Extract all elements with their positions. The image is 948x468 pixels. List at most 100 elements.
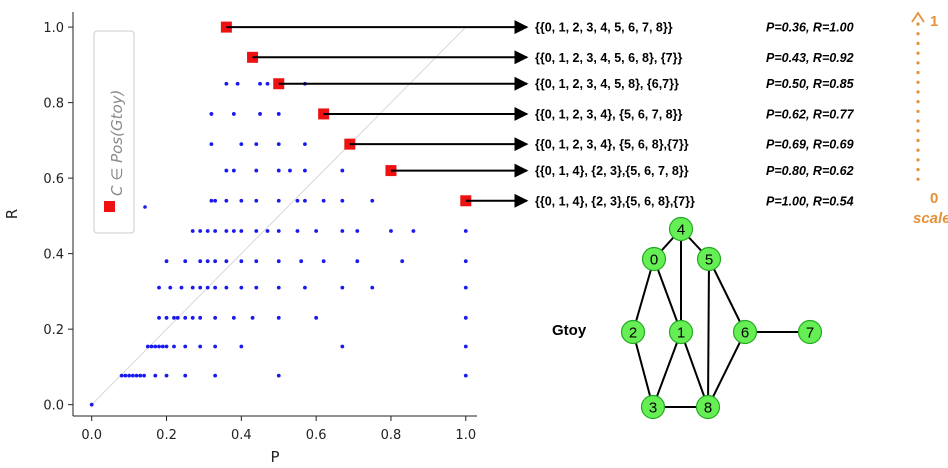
y-tick-label: 0.6	[43, 172, 64, 187]
precision-recall-label: P=0.69, R=0.69	[766, 138, 854, 152]
data-point	[179, 285, 184, 290]
data-point	[389, 229, 393, 233]
data-point	[258, 81, 262, 86]
x-tick-label: 0.4	[231, 428, 252, 443]
scale-arrow-up-icon	[911, 11, 925, 23]
data-point	[254, 229, 259, 233]
graph-node-label: 4	[677, 222, 685, 239]
data-point	[160, 344, 165, 349]
data-point	[213, 229, 218, 233]
precision-recall-label: P=0.43, R=0.92	[766, 51, 854, 65]
partition-label: {{0, 1, 4}, {2, 3},{5, 6, 8},{7}}	[535, 194, 695, 208]
data-point	[213, 259, 218, 264]
data-point	[209, 142, 214, 147]
scatter-plot: 0.0 0.2 0.4 0.6 0.8 1.0 0.00.20.40.60.81.0 P …	[3, 12, 855, 466]
scale-top-label: 1	[930, 13, 938, 30]
data-point	[198, 259, 203, 264]
graph-edge	[632, 331, 654, 408]
legend-entry-in-pos: C ∈ Pos(Gtoy)	[108, 90, 126, 196]
data-point	[303, 142, 307, 147]
data-point	[400, 259, 405, 264]
data-point	[123, 373, 128, 378]
diagonal-reference-line	[91, 26, 467, 406]
data-point	[370, 198, 375, 203]
legend-square-marker	[104, 201, 115, 212]
data-point	[295, 198, 300, 203]
data-point	[231, 112, 236, 116]
data-point	[463, 344, 468, 349]
partition-label: {{0, 1, 2, 3, 4}, {5, 6, 8},{7}}	[535, 138, 689, 152]
data-point	[276, 259, 281, 264]
precision-recall-label: P=0.80, R=0.62	[766, 164, 854, 178]
graph-edge	[680, 331, 709, 408]
precision-recall-label: P=0.50, R=0.85	[766, 77, 855, 91]
data-point	[209, 198, 214, 203]
data-point	[205, 285, 210, 290]
precision-recall-label: P=0.36, R=1.00	[766, 21, 854, 35]
data-point	[340, 198, 345, 203]
graph-edge	[708, 258, 746, 333]
data-point	[276, 229, 281, 233]
data-point	[239, 285, 244, 290]
graph-edge	[707, 331, 746, 408]
legend-frame	[93, 30, 135, 234]
graph-node-label: 2	[629, 325, 637, 342]
data-point	[198, 315, 203, 320]
annotation-labels: {{0, 1, 2, 3, 4, 5, 6, 7, 8}} P=0.36, R=1…	[535, 21, 855, 209]
data-point	[224, 259, 229, 264]
data-point	[239, 229, 244, 233]
graph-nodes: 0 1 2 3 4 5 6 7 8	[620, 216, 823, 420]
data-point	[168, 285, 173, 290]
annotation-arrows	[226, 20, 529, 208]
partition-point	[247, 51, 259, 63]
data-point	[254, 259, 259, 264]
data-point	[254, 285, 259, 290]
data-point	[130, 373, 135, 378]
data-point	[190, 285, 195, 290]
data-point	[265, 81, 270, 86]
data-point	[276, 315, 281, 320]
data-point	[205, 229, 210, 233]
graph-node	[620, 319, 646, 345]
data-point	[134, 373, 139, 378]
data-point	[265, 229, 270, 233]
data-point	[213, 373, 218, 378]
y-tick-label: 0.2	[43, 323, 64, 338]
data-point	[463, 229, 468, 233]
data-point	[119, 373, 124, 378]
data-point	[164, 373, 169, 378]
data-point	[209, 112, 214, 116]
graph-node	[696, 246, 722, 272]
data-point	[239, 198, 244, 203]
graph-node-label: 7	[806, 325, 814, 342]
data-point	[183, 373, 188, 378]
data-point	[224, 229, 229, 233]
data-point	[411, 229, 416, 233]
data-point	[463, 315, 468, 320]
partition-label: {{0, 1, 2, 3, 4, 5, 6, 7, 8}}	[535, 21, 673, 35]
data-point	[239, 142, 244, 147]
data-point	[355, 259, 360, 264]
graph-node-label: 1	[677, 325, 685, 342]
x-tick-label: 0.8	[381, 428, 402, 443]
graph-node	[641, 246, 667, 272]
graph-edge	[653, 258, 682, 333]
data-point	[235, 81, 240, 86]
data-point	[164, 315, 169, 320]
data-point	[314, 229, 319, 233]
data-point	[463, 259, 468, 264]
data-point	[127, 373, 132, 378]
data-point	[276, 168, 281, 173]
y-tick-label: 0.8	[43, 97, 64, 112]
data-point	[276, 198, 281, 203]
graph-node-label: 3	[649, 400, 657, 417]
y-tick-label: 0.0	[43, 399, 64, 414]
graph-edge	[652, 331, 682, 408]
graph-node	[797, 319, 823, 345]
data-point	[157, 344, 161, 349]
graph-node-label: 6	[741, 325, 749, 342]
legend: C ∈ Pos(Gtoy)	[93, 30, 147, 234]
data-point	[145, 344, 150, 349]
data-point	[198, 285, 203, 290]
data-point	[355, 229, 360, 233]
